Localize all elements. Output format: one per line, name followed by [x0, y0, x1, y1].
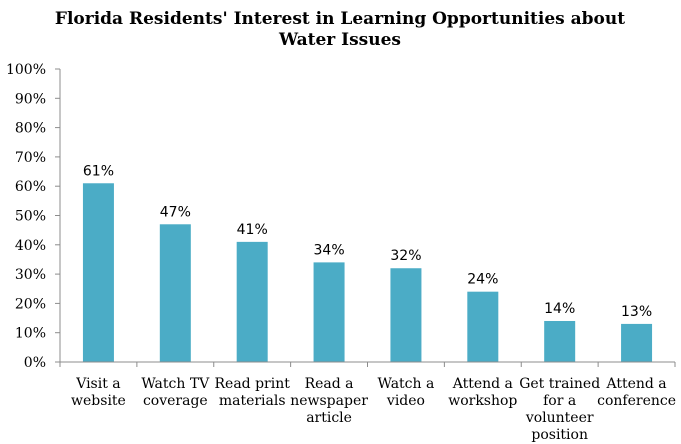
y-tick-label: 90% [15, 91, 46, 107]
data-label: 41% [237, 222, 268, 238]
data-label: 24% [467, 272, 498, 288]
data-label: 34% [314, 242, 345, 258]
bar [313, 262, 345, 362]
bar [236, 241, 268, 362]
y-tick-label: 80% [15, 121, 46, 137]
bars [82, 183, 653, 362]
x-tick-label: Get trained [519, 376, 600, 392]
x-tick-label: Watch a [378, 376, 435, 392]
data-label: 14% [544, 301, 575, 317]
x-tick-label: materials [219, 393, 286, 409]
y-tick-label: 10% [15, 326, 46, 342]
y-tick-label: 70% [15, 150, 46, 166]
bar [621, 323, 653, 362]
x-tick-label: workshop [448, 393, 517, 409]
y-tick-label: 100% [6, 62, 46, 78]
bar [159, 224, 191, 362]
chart-title: Florida Residents' Interest in Learning … [55, 9, 625, 50]
data-label: 61% [83, 163, 114, 179]
x-tick-label: Visit a [75, 376, 120, 392]
chart-title-line: Florida Residents' Interest in Learning … [55, 9, 625, 29]
x-tick-label: video [386, 393, 425, 409]
bar [467, 291, 499, 362]
data-label: 32% [390, 248, 421, 264]
y-tick-label: 0% [24, 355, 46, 371]
x-tick-label: conference [597, 393, 676, 409]
y-tick-label: 60% [15, 179, 46, 195]
data-label: 13% [621, 304, 652, 320]
x-tick-label: article [306, 410, 352, 426]
data-label: 47% [160, 204, 191, 220]
y-axis: 0% 10% 20% 30% 40% 50% 60% 70% 80% 90% 100% [6, 62, 61, 371]
chart-title-line: Water Issues [278, 30, 401, 50]
bar [544, 320, 576, 362]
y-tick-label: 50% [15, 209, 46, 225]
x-tick-label: Attend a [452, 376, 513, 392]
x-tick-label: volunteer [525, 410, 594, 426]
y-tick-label: 20% [15, 296, 46, 312]
x-tick-label: coverage [143, 393, 208, 409]
x-tick-label: Read print [215, 376, 291, 392]
x-tick-label: website [71, 393, 126, 409]
bar [390, 268, 422, 362]
x-tick-label: Read a [305, 376, 354, 392]
x-tick-label: position [531, 427, 588, 443]
bar [82, 183, 114, 362]
x-tick-label: Attend a [605, 376, 666, 392]
x-tick-label: Watch TV [141, 376, 210, 392]
x-tick-label: for a [543, 393, 576, 409]
data-labels: 61% 47% 41% 34% 32% 24% 14% 13% [83, 163, 652, 320]
x-tick-label: newspaper [290, 393, 368, 409]
y-tick-label: 40% [15, 238, 46, 254]
y-tick-label: 30% [15, 267, 46, 283]
